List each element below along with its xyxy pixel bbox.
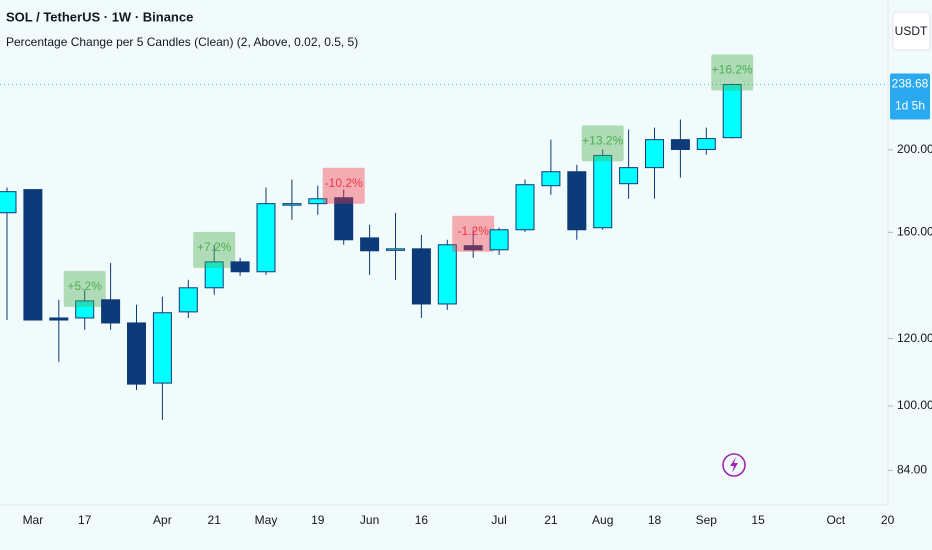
candle-body: [670, 139, 690, 150]
x-tick-label: 15: [751, 513, 765, 527]
candle-body: [282, 203, 302, 206]
candle-body: [101, 299, 121, 324]
candle-body: [567, 171, 587, 231]
change-label: -1.2%: [458, 224, 490, 238]
candle-body: [411, 248, 431, 305]
candle-body: [204, 261, 224, 289]
x-tick-label: 16: [415, 513, 429, 527]
currency[interactable]: USDT: [895, 24, 928, 38]
x-tick-label: Apr: [153, 513, 172, 527]
candle-body: [593, 154, 613, 229]
candle-body: [463, 245, 483, 251]
candle-body: [541, 171, 561, 187]
current-price-label: 238.68: [892, 77, 929, 91]
lightning-icon[interactable]: [722, 453, 746, 477]
change-label: +13.2%: [582, 134, 623, 148]
current-price-box: [890, 73, 930, 120]
y-tick-label: 200.00: [897, 142, 932, 156]
change-label-box: [452, 215, 495, 252]
change-label-box: [581, 125, 624, 162]
indicator-title: Percentage Change per 5 Candles (Clean) …: [6, 35, 358, 49]
x-tick-label: Sep: [696, 513, 718, 527]
y-tick-label: 84.00: [897, 463, 927, 477]
candle-body: [230, 261, 250, 273]
y-tick-label: 160.00: [897, 224, 932, 238]
currency-box[interactable]: [892, 11, 931, 51]
icon-circle[interactable]: [722, 453, 746, 477]
x-tick-label: 19: [311, 513, 325, 527]
candle-body: [722, 84, 742, 139]
candle-body: [0, 191, 17, 214]
candle-body: [75, 300, 95, 319]
x-tick-label: 21: [544, 513, 558, 527]
x-tick-label: 21: [208, 513, 222, 527]
countdown: 1d 5h: [895, 99, 925, 113]
x-tick-label: Aug: [592, 513, 613, 527]
change-label-box: [63, 270, 106, 307]
x-tick-label: Mar: [23, 513, 44, 527]
change-label: +5.2%: [68, 279, 103, 293]
y-tick-label: 100.00: [897, 398, 932, 412]
x-tick-label: May: [255, 513, 278, 527]
candle-body: [308, 198, 328, 205]
x-tick-label: Jun: [360, 513, 379, 527]
x-tick-label: 17: [78, 513, 92, 527]
y-tick-label: 120.00: [897, 331, 932, 345]
candle-body: [334, 197, 354, 241]
candle-body: [696, 138, 716, 150]
x-tick-label: Jul: [491, 513, 506, 527]
chart-title: SOL / TetherUS · 1W · Binance: [6, 9, 193, 24]
candle-body: [49, 317, 69, 321]
candle-body: [437, 244, 457, 305]
change-label: +16.2%: [712, 63, 753, 77]
icon-bolt[interactable]: [730, 457, 738, 473]
candle-body: [515, 184, 535, 231]
x-tick-label: 18: [648, 513, 662, 527]
candle-body: [127, 322, 146, 385]
plot: +5.2% +7.2% -10.2% -1.2% +13.2% +16.2%: [0, 54, 888, 420]
candle-body: [256, 203, 276, 273]
candle-body: [152, 312, 172, 384]
change-label-box: [711, 54, 754, 91]
x-tick-label: Oct: [826, 513, 845, 527]
change-label: +7.2%: [197, 240, 232, 254]
change-label-box: [322, 167, 365, 204]
x-tick-label: 20: [881, 513, 895, 527]
change-label-box: [193, 231, 236, 268]
change-label: -10.2%: [325, 176, 363, 190]
candle-body: [360, 237, 380, 252]
candle-body: [489, 229, 509, 251]
candle-body: [645, 139, 664, 169]
candle-body: [23, 189, 43, 321]
candle-body: [386, 248, 405, 251]
candle-body: [178, 287, 198, 313]
candle-body: [619, 167, 639, 185]
